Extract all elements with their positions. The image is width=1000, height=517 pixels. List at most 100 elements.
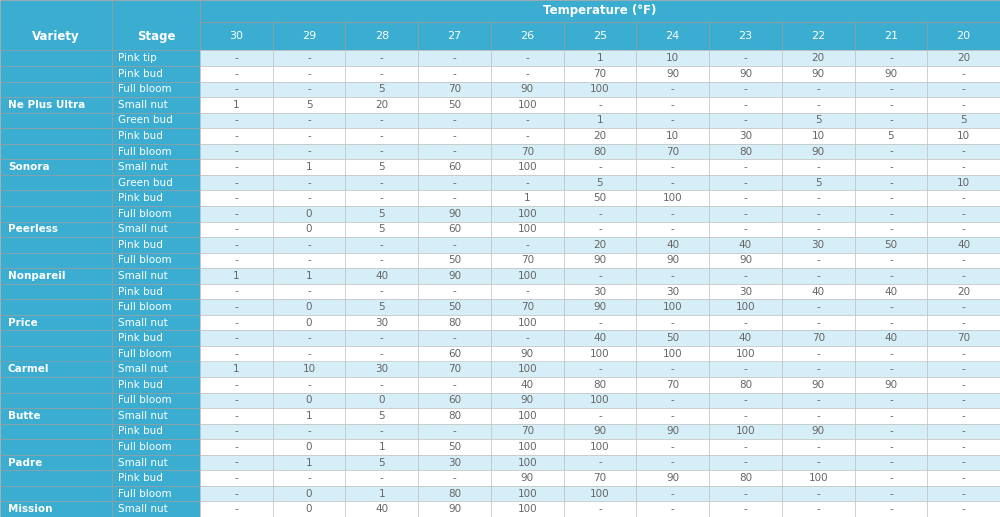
- Text: 1: 1: [379, 442, 385, 452]
- Bar: [564, 51, 636, 66]
- Bar: [927, 253, 1000, 268]
- Bar: [418, 486, 491, 501]
- Text: 100: 100: [517, 504, 537, 514]
- Bar: [200, 222, 273, 237]
- Bar: [855, 175, 927, 190]
- Text: -: -: [744, 178, 747, 188]
- Text: 5: 5: [379, 411, 385, 421]
- Bar: [927, 128, 1000, 144]
- Bar: [636, 206, 709, 222]
- Bar: [273, 253, 345, 268]
- Bar: [200, 486, 273, 501]
- Bar: [927, 486, 1000, 501]
- Bar: [636, 330, 709, 346]
- Text: 0: 0: [306, 442, 312, 452]
- Bar: [636, 190, 709, 206]
- Text: -: -: [598, 224, 602, 234]
- Bar: [564, 284, 636, 299]
- Bar: [345, 97, 418, 113]
- Bar: [636, 346, 709, 361]
- Text: 100: 100: [517, 271, 537, 281]
- Text: -: -: [671, 178, 675, 188]
- Text: -: -: [598, 504, 602, 514]
- Bar: [345, 361, 418, 377]
- Bar: [855, 361, 927, 377]
- Text: -: -: [889, 364, 893, 374]
- Text: 20: 20: [375, 100, 388, 110]
- Bar: [491, 439, 564, 455]
- Text: 90: 90: [812, 147, 825, 157]
- Text: 20: 20: [957, 31, 971, 41]
- Bar: [564, 144, 636, 159]
- Text: 40: 40: [593, 333, 607, 343]
- Bar: [782, 51, 855, 66]
- Bar: [855, 299, 927, 315]
- Bar: [0, 66, 112, 82]
- Text: -: -: [234, 69, 238, 79]
- Text: 1: 1: [233, 100, 240, 110]
- Text: 30: 30: [375, 317, 388, 328]
- Text: 100: 100: [517, 209, 537, 219]
- Bar: [345, 222, 418, 237]
- Text: -: -: [744, 271, 747, 281]
- Bar: [273, 299, 345, 315]
- Bar: [418, 377, 491, 392]
- Bar: [200, 128, 273, 144]
- Text: -: -: [525, 69, 529, 79]
- Bar: [782, 22, 855, 51]
- Text: Butte: Butte: [8, 411, 40, 421]
- Text: -: -: [453, 131, 456, 141]
- Text: -: -: [525, 178, 529, 188]
- Bar: [855, 66, 927, 82]
- Text: -: -: [962, 349, 966, 359]
- Text: -: -: [744, 209, 747, 219]
- Text: -: -: [453, 69, 456, 79]
- Bar: [200, 268, 273, 284]
- Text: -: -: [962, 489, 966, 499]
- Bar: [491, 128, 564, 144]
- Bar: [927, 97, 1000, 113]
- Bar: [636, 253, 709, 268]
- Bar: [491, 206, 564, 222]
- Bar: [0, 190, 112, 206]
- Bar: [927, 190, 1000, 206]
- Bar: [564, 190, 636, 206]
- Bar: [273, 377, 345, 392]
- Text: 100: 100: [736, 427, 755, 436]
- Text: -: -: [234, 396, 238, 405]
- Text: 90: 90: [739, 69, 752, 79]
- Bar: [782, 361, 855, 377]
- Bar: [345, 253, 418, 268]
- Text: -: -: [453, 427, 456, 436]
- Text: -: -: [744, 53, 747, 63]
- Text: 5: 5: [597, 178, 603, 188]
- Text: 30: 30: [229, 31, 243, 41]
- Text: 100: 100: [517, 317, 537, 328]
- Text: -: -: [889, 442, 893, 452]
- Bar: [782, 222, 855, 237]
- Text: Small nut: Small nut: [118, 364, 168, 374]
- Text: -: -: [962, 364, 966, 374]
- Bar: [564, 268, 636, 284]
- Text: 0: 0: [306, 504, 312, 514]
- Bar: [112, 175, 200, 190]
- Bar: [782, 82, 855, 97]
- Bar: [273, 222, 345, 237]
- Text: 90: 90: [521, 349, 534, 359]
- Bar: [112, 159, 200, 175]
- Bar: [782, 206, 855, 222]
- Bar: [564, 408, 636, 424]
- Bar: [782, 501, 855, 517]
- Bar: [927, 51, 1000, 66]
- Text: 60: 60: [448, 162, 461, 172]
- Bar: [418, 175, 491, 190]
- Text: -: -: [889, 504, 893, 514]
- Text: Pink bud: Pink bud: [118, 333, 163, 343]
- Bar: [0, 0, 112, 51]
- Text: Full bloom: Full bloom: [118, 489, 172, 499]
- Bar: [345, 470, 418, 486]
- Bar: [491, 408, 564, 424]
- Bar: [0, 82, 112, 97]
- Text: -: -: [234, 442, 238, 452]
- Bar: [709, 501, 782, 517]
